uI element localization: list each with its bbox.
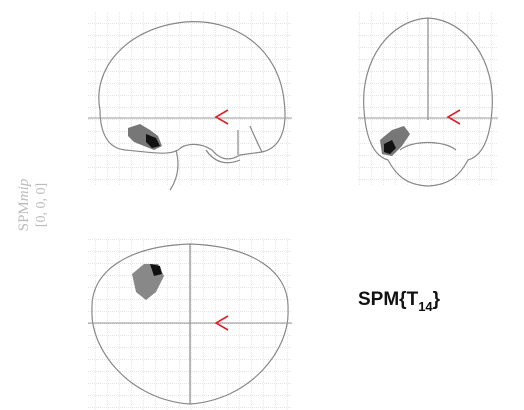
brain-outline [91, 243, 289, 405]
label-name: SPM [16, 201, 32, 231]
label-italic: mip [16, 178, 32, 201]
cursor [446, 109, 461, 125]
brain-outline [363, 17, 493, 187]
sagittal-view [88, 12, 292, 191]
activation-peak [384, 140, 396, 154]
side-label: SPMmip [0, 0, 0] [16, 178, 49, 231]
brain-outline [98, 21, 286, 191]
cursor [214, 109, 229, 125]
stat-subscript: 14 [418, 299, 433, 314]
stat-prefix: SPM{T [358, 289, 419, 310]
grid [88, 12, 292, 185]
axial-view [88, 237, 292, 410]
stat-label: SPM{T14} [358, 289, 441, 314]
activation-peak [146, 134, 160, 148]
cursor [214, 315, 229, 331]
label-text: SPMmip [16, 178, 32, 231]
activation-peak [150, 264, 162, 276]
stat-suffix: } [433, 289, 441, 310]
coronal-view [358, 12, 498, 187]
label-coords: [0, 0, 0] [34, 183, 49, 227]
